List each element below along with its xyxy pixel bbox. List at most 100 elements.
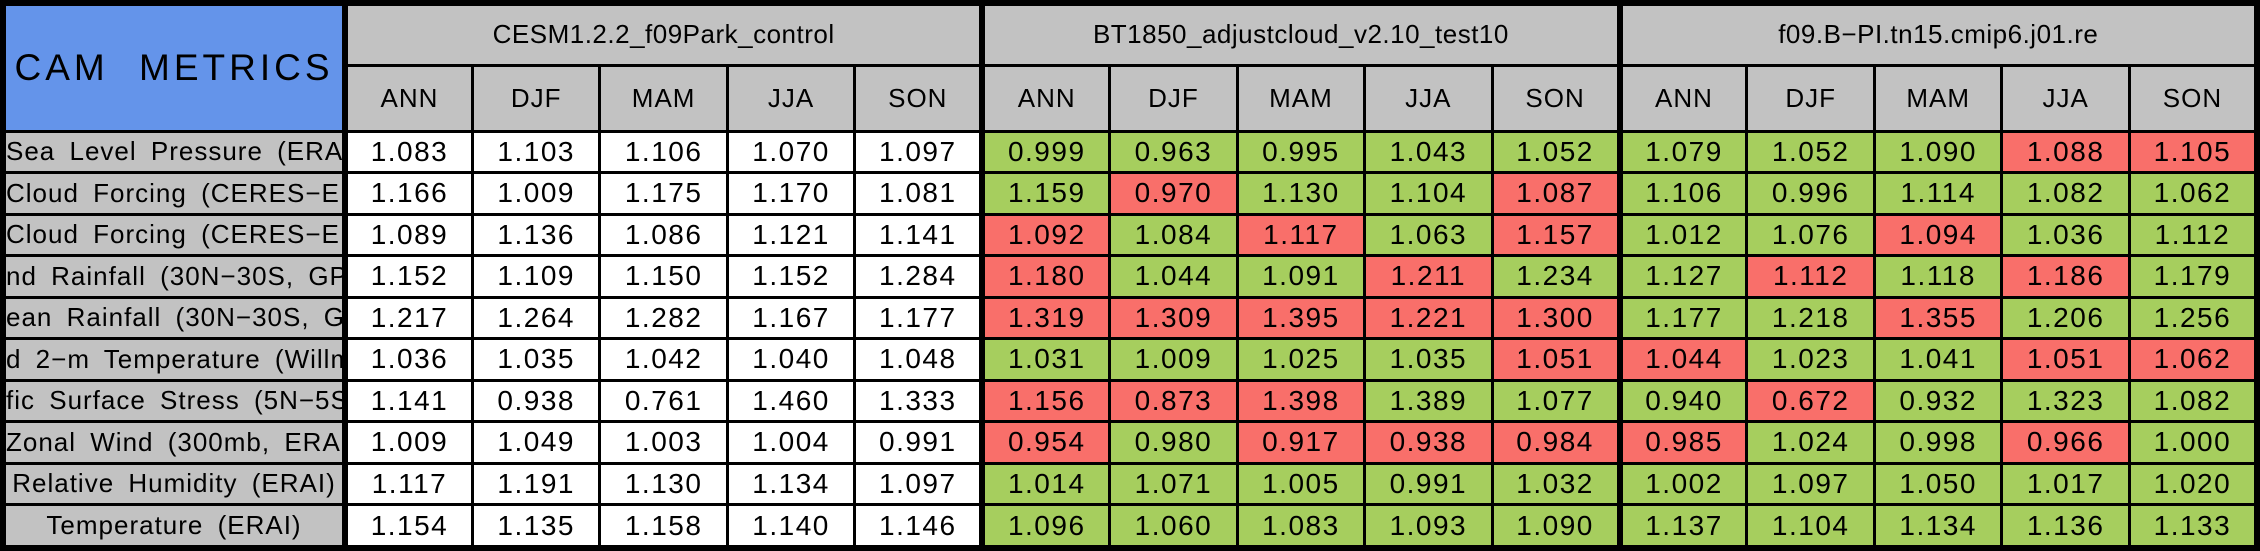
value-cell: 0.917: [1235, 420, 1367, 465]
value-cell: 1.323: [2000, 378, 2131, 424]
value-cell: 1.032: [1490, 461, 1622, 507]
value-cell: 1.044: [1108, 254, 1239, 299]
value-cell: 1.136: [2000, 503, 2131, 550]
value-cell: 1.146: [853, 503, 984, 550]
value-cell: 1.221: [1363, 295, 1494, 341]
value-cell: 1.140: [725, 503, 857, 550]
value-cell: 1.070: [725, 129, 857, 174]
value-cell: 1.094: [1872, 212, 2004, 258]
value-cell: 0.996: [1745, 171, 1876, 216]
value-cell: 1.256: [2127, 295, 2259, 341]
table-row: nd Rainfall (30N−30S, GPC 1.152 1.109 1.150…: [1, 254, 2259, 299]
value-cell: 1.398: [1235, 378, 1367, 424]
value-cell: 1.284: [853, 254, 984, 299]
value-cell: 1.152: [341, 254, 474, 299]
model-name-header: BT1850_adjustcloud_v2.10_test10: [979, 1, 1622, 67]
value-cell: 1.211: [1363, 254, 1494, 299]
value-cell: 1.141: [341, 378, 474, 424]
value-cell: 1.076: [1745, 212, 1876, 258]
value-cell: 0.954: [979, 420, 1112, 465]
value-cell: 1.052: [1490, 129, 1622, 174]
value-cell: 1.117: [1235, 212, 1367, 258]
value-cell: 1.035: [1363, 337, 1494, 382]
value-cell: 0.991: [853, 420, 984, 465]
value-cell: 1.137: [1616, 503, 1749, 550]
value-cell: 1.136: [470, 212, 602, 258]
value-cell: 0.932: [1872, 378, 2004, 424]
season-header: JJA: [1363, 63, 1494, 133]
value-cell: 1.319: [979, 295, 1112, 341]
table-row: fic Surface Stress (5N−5S, 1.141 0.938 0.76…: [1, 378, 2259, 424]
value-cell: 1.040: [725, 337, 857, 382]
table-row: Relative Humidity (ERAI) 1.117 1.191 1.130 1…: [1, 461, 2259, 507]
season-header: SON: [1490, 63, 1622, 133]
value-cell: 1.083: [1235, 503, 1367, 550]
value-cell: 1.104: [1745, 503, 1876, 550]
value-cell: 1.130: [1235, 171, 1367, 216]
value-cell: 1.060: [1108, 503, 1239, 550]
value-cell: 1.090: [1490, 503, 1622, 550]
value-cell: 1.090: [1872, 129, 2004, 174]
value-cell: 0.970: [1108, 171, 1239, 216]
value-cell: 1.134: [1872, 503, 2004, 550]
row-label: fic Surface Stress (5N−5S,: [1, 378, 347, 424]
value-cell: 1.086: [598, 212, 729, 258]
value-cell: 1.052: [1745, 129, 1876, 174]
value-cell: 1.097: [853, 129, 984, 174]
value-cell: 1.041: [1872, 337, 2004, 382]
value-cell: 0.985: [1616, 420, 1749, 465]
value-cell: 1.087: [1490, 171, 1622, 216]
value-cell: 1.103: [470, 129, 602, 174]
value-cell: 1.051: [2000, 337, 2131, 382]
value-cell: 1.206: [2000, 295, 2131, 341]
value-cell: 1.096: [979, 503, 1112, 550]
value-cell: 1.112: [1745, 254, 1876, 299]
season-header: DJF: [1108, 63, 1239, 133]
value-cell: 1.186: [2000, 254, 2131, 299]
value-cell: 1.333: [853, 378, 984, 424]
value-cell: 1.135: [470, 503, 602, 550]
value-cell: 0.991: [1363, 461, 1494, 507]
value-cell: 1.180: [979, 254, 1112, 299]
table-row: Cloud Forcing (CERES−EBA 1.089 1.136 1.086 1…: [1, 212, 2259, 258]
value-cell: 1.152: [725, 254, 857, 299]
value-cell: 1.141: [853, 212, 984, 258]
season-header: MAM: [598, 63, 729, 133]
metrics-table-body: Sea Level Pressure (ERAI) 1.083 1.103 1.106…: [1, 129, 2259, 550]
value-cell: 1.104: [1363, 171, 1494, 216]
row-label: nd Rainfall (30N−30S, GPC: [1, 254, 347, 299]
value-cell: 1.042: [598, 337, 729, 382]
value-cell: 1.218: [1745, 295, 1876, 341]
value-cell: 1.082: [2000, 171, 2131, 216]
value-cell: 0.761: [598, 378, 729, 424]
value-cell: 1.071: [1108, 461, 1239, 507]
value-cell: 1.089: [341, 212, 474, 258]
value-cell: 1.217: [341, 295, 474, 341]
table-row: Temperature (ERAI) 1.154 1.135 1.158 1.140 1.…: [1, 503, 2259, 550]
value-cell: 1.159: [979, 171, 1112, 216]
value-cell: 0.998: [1872, 420, 2004, 465]
value-cell: 1.077: [1490, 378, 1622, 424]
season-header: SON: [2127, 63, 2259, 133]
row-label: Cloud Forcing (CERES−EBA: [1, 171, 347, 216]
value-cell: 1.000: [2127, 420, 2259, 465]
value-cell: 1.134: [725, 461, 857, 507]
value-cell: 1.082: [2127, 378, 2259, 424]
value-cell: 1.234: [1490, 254, 1622, 299]
value-cell: 0.940: [1616, 378, 1749, 424]
value-cell: 1.036: [341, 337, 474, 382]
value-cell: 0.984: [1490, 420, 1622, 465]
table-row: d 2−m Temperature (Willm 1.036 1.035 1.042 1…: [1, 337, 2259, 382]
row-label: Sea Level Pressure (ERAI): [1, 129, 347, 174]
value-cell: 0.999: [979, 129, 1112, 174]
value-cell: 1.156: [979, 378, 1112, 424]
season-header: SON: [853, 63, 984, 133]
value-cell: 1.191: [470, 461, 602, 507]
metrics-table-header: CAM METRICS CESM1.2.2_f09Park_control BT18…: [1, 1, 2259, 133]
value-cell: 1.460: [725, 378, 857, 424]
value-cell: 1.062: [2127, 337, 2259, 382]
value-cell: 1.063: [1363, 212, 1494, 258]
value-cell: 1.133: [2127, 503, 2259, 550]
season-names-row: ANN DJF MAM JJA SON ANN DJF MAM JJA SON ANN DJF MAM J…: [3, 63, 2259, 133]
